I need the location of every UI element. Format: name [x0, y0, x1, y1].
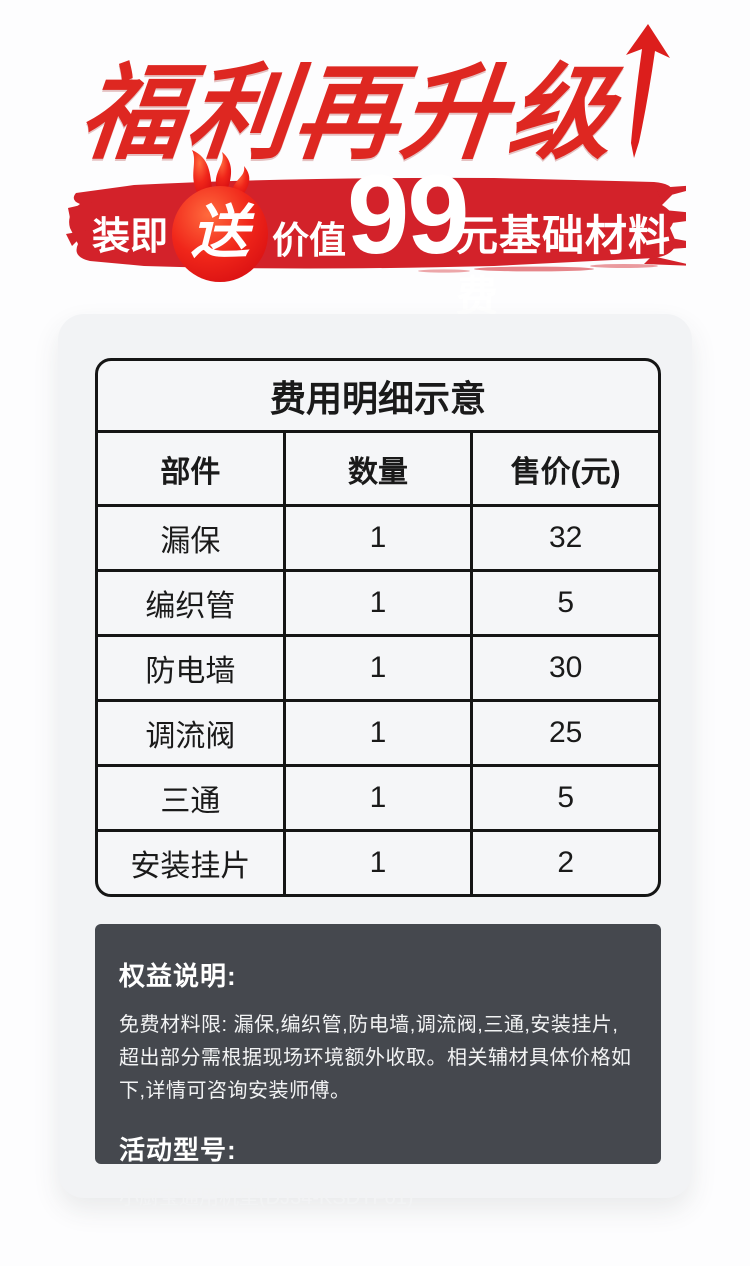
cell-qty: 1 [286, 637, 474, 699]
cell-price: 2 [557, 846, 575, 879]
cell-part: 安装挂片 [98, 832, 286, 894]
cell-part: 漏保 [98, 507, 286, 569]
cell-qty: 1 [286, 572, 474, 634]
model-title: 活动型号: [119, 1135, 237, 1165]
fee-table: 费用明细示意 部件 数量 售价(元) 漏保 1 32 编织管 1 5 防电墙 1… [95, 358, 661, 897]
cell-part: 编织管 [98, 572, 286, 634]
banner-value-label: 价值 [272, 220, 346, 261]
header-cell-qty: 数量 [286, 433, 474, 504]
cell-price: 32 [548, 521, 583, 554]
rights-text: 免费材料限: 漏保,编织管,防电墙,调流阀,三通,安装挂片,超出部分需根据现场环… [119, 1014, 632, 1102]
banner-suffix-text: 元基础材料费 [456, 212, 672, 320]
cell-price: 25 [548, 716, 583, 749]
table-row: 三通 1 5 [98, 767, 658, 832]
fee-table-header-row: 部件 数量 售价(元) [98, 433, 658, 507]
cell-part: 防电墙 [98, 637, 286, 699]
cell-price: 30 [548, 651, 583, 684]
cell-qty: 1 [286, 832, 474, 894]
cell-qty: 1 [286, 702, 474, 764]
cell-price: 5 [557, 781, 575, 814]
fee-table-title: 费用明细示意 [98, 361, 658, 433]
cell-qty: 1 [286, 507, 474, 569]
gift-badge-label: 送 [191, 200, 255, 265]
table-row: 防电墙 1 30 [98, 637, 658, 702]
cell-qty: 1 [286, 767, 474, 829]
model-text: 小厨宝通用机型(DJ34-KSDTF01) [119, 1187, 414, 1209]
cell-part: 调流阀 [98, 702, 286, 764]
cell-part: 三通 [98, 767, 286, 829]
up-arrow-icon [626, 24, 670, 158]
promo-banner: 装即 送 价值 99 元基础材料费 [64, 150, 686, 320]
banner-amount: 99 [347, 152, 470, 277]
flame-icon: 送 [172, 150, 268, 282]
table-row: 调流阀 1 25 [98, 702, 658, 767]
header-cell-price: 售价(元) [510, 455, 621, 489]
header-cell-part: 部件 [98, 433, 286, 504]
fee-card: 费用明细示意 部件 数量 售价(元) 漏保 1 32 编织管 1 5 防电墙 1… [58, 314, 692, 1209]
table-row: 安装挂片 1 2 [98, 832, 658, 894]
cell-price: 5 [557, 586, 575, 619]
banner-prefix-text: 装即 [92, 216, 169, 258]
table-row: 漏保 1 32 [98, 507, 658, 572]
rights-panel: 权益说明: 免费材料限: 漏保,编织管,防电墙,调流阀,三通,安装挂片,超出部分… [95, 924, 661, 1209]
rights-title: 权益说明: [119, 961, 237, 991]
table-row: 编织管 1 5 [98, 572, 658, 637]
